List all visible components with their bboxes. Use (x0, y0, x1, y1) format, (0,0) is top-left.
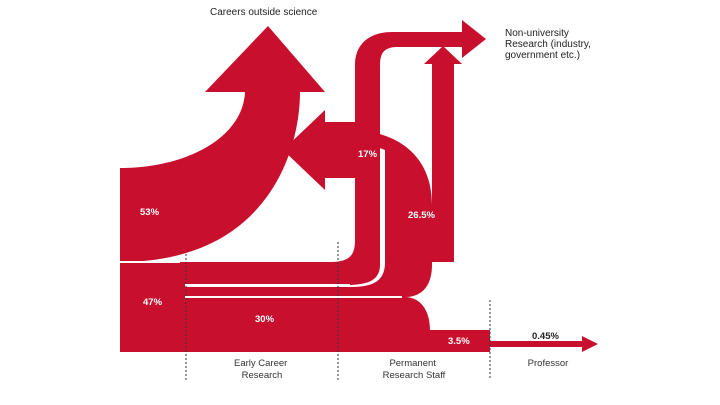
flow-non-university-loop (185, 20, 486, 285)
label-careers-outside: Careers outside science (210, 7, 318, 18)
pct-outside-from-early: 53% (140, 207, 160, 218)
flow-non-university-stem (432, 62, 454, 262)
label-non-university: Non-university Research (industry, gover… (505, 28, 594, 61)
stage-early-career: Early Career Research (234, 358, 290, 381)
flow-base-band (120, 262, 490, 352)
arrowhead-professor (582, 336, 598, 352)
flow-outside-from-permanent (283, 110, 355, 190)
pct-stay-after-early: 47% (143, 297, 163, 308)
pct-non-university-from-permanent: 26.5% (408, 210, 435, 221)
stage-permanent-staff: Permanent Research Staff (383, 358, 446, 381)
pct-professor-final: 0.45% (532, 331, 559, 342)
arrowhead-non-university-small (424, 46, 462, 64)
pct-to-permanent: 30% (255, 314, 275, 325)
stage-professor: Professor (528, 358, 569, 369)
pct-outside-from-permanent: 17% (358, 149, 378, 160)
pct-to-professor: 3.5% (448, 336, 470, 347)
flow-professor-line (488, 341, 584, 347)
flow-non-university-from-permanent (185, 129, 432, 297)
flow-outside-from-early (120, 26, 325, 262)
